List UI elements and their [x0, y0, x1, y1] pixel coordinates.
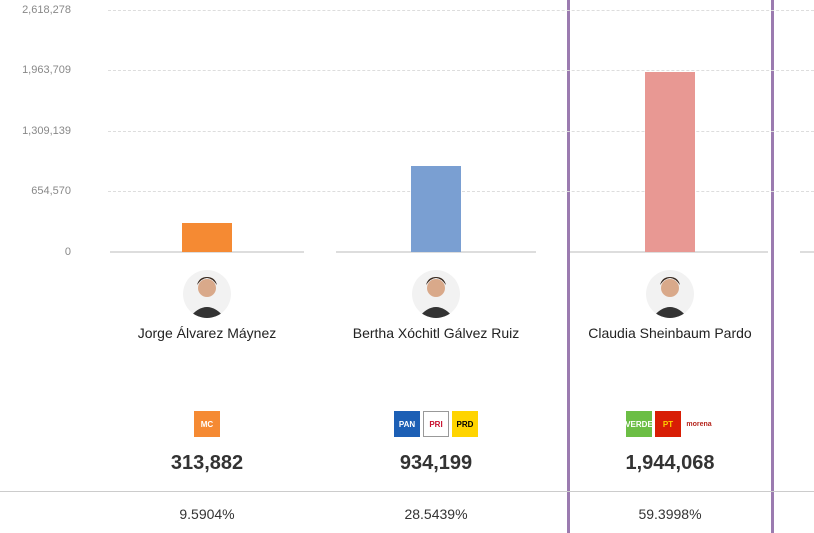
bar-1[interactable] — [182, 222, 232, 252]
party-logos: PAN PRI PRD — [321, 411, 551, 437]
gridline — [108, 131, 814, 132]
bar-2[interactable] — [411, 165, 461, 252]
gridline — [108, 191, 814, 193]
baseline — [336, 251, 536, 253]
baseline — [110, 251, 304, 253]
party-logos: VERDE PT morena — [555, 411, 785, 437]
party-logo-pan: PAN — [394, 411, 420, 437]
gridline — [108, 70, 814, 72]
y-tick-label: 654,570 — [31, 185, 71, 198]
vote-count: 1,944,068 — [625, 452, 715, 474]
candidate-name: Jorge Álvarez Máynez — [137, 325, 277, 341]
candidate-photo — [646, 270, 694, 318]
vote-count: 934,199 — [399, 452, 473, 474]
party-logos: MC — [92, 411, 322, 437]
party-logo-prd: PRD — [452, 411, 478, 437]
party-logo-pt: PT — [655, 411, 681, 437]
vote-percentage: 59.3998% — [638, 506, 702, 522]
party-logo-verde: VERDE — [625, 411, 653, 437]
divider — [0, 491, 814, 492]
party-logo-mc: MC — [194, 411, 220, 437]
candidate-photo — [183, 270, 231, 318]
y-tick-label: 1,309,139 — [22, 125, 71, 137]
highlight-column — [567, 0, 774, 533]
vote-percentage: 28.5439% — [404, 506, 468, 522]
y-tick-label: 0 — [64, 246, 71, 258]
candidate-name: Claudia Sheinbaum Pardo — [588, 325, 752, 341]
y-tick-label: 2,618,278 — [22, 4, 71, 16]
vote-count: 313,882 — [170, 452, 244, 474]
gridline — [108, 10, 814, 11]
baseline — [570, 251, 768, 253]
candidate-name: Bertha Xóchitl Gálvez Ruiz — [352, 325, 520, 341]
candidate-photo — [412, 270, 460, 318]
party-logo-pri: PRI — [423, 411, 449, 437]
baseline — [800, 251, 814, 253]
party-logo-morena: morena — [684, 411, 714, 437]
vote-percentage: 9.5904% — [179, 506, 235, 522]
y-tick-label: 1,963,709 — [22, 64, 71, 77]
bar-3[interactable] — [645, 72, 695, 252]
